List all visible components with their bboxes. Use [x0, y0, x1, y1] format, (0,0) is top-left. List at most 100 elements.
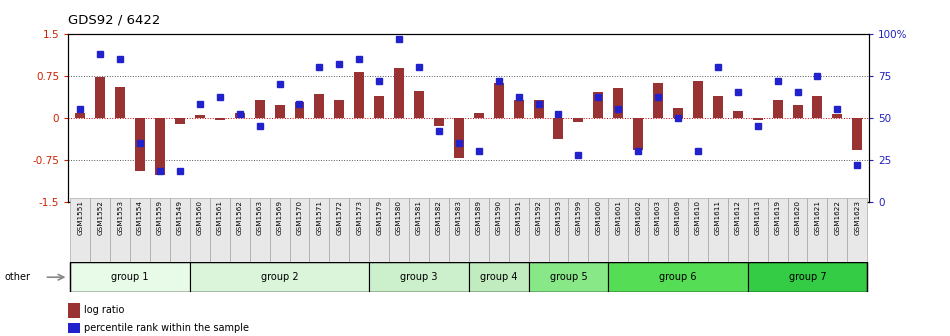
Bar	[155, 118, 165, 175]
Text: GSM1611: GSM1611	[714, 200, 721, 235]
Text: GSM1599: GSM1599	[576, 200, 581, 235]
Bar	[614, 88, 623, 118]
Text: GDS92 / 6422: GDS92 / 6422	[68, 13, 161, 27]
Bar	[75, 113, 86, 118]
Bar	[70, 262, 190, 292]
Bar	[788, 198, 808, 262]
Text: GSM1601: GSM1601	[616, 200, 621, 235]
Text: GSM1552: GSM1552	[97, 200, 104, 235]
Bar	[449, 198, 468, 262]
Bar	[230, 198, 250, 262]
Bar	[255, 100, 265, 118]
Text: GSM1573: GSM1573	[356, 200, 362, 235]
Text: GSM1569: GSM1569	[276, 200, 282, 235]
Bar	[354, 72, 364, 118]
Bar	[748, 262, 867, 292]
Bar	[827, 198, 847, 262]
Text: group 4: group 4	[480, 272, 518, 282]
Bar	[95, 77, 105, 118]
Text: GSM1623: GSM1623	[854, 200, 861, 235]
Text: GSM1579: GSM1579	[376, 200, 382, 235]
Text: GSM1572: GSM1572	[336, 200, 342, 235]
Bar	[454, 118, 464, 158]
Bar	[568, 198, 588, 262]
Bar	[135, 118, 145, 171]
Bar	[812, 96, 823, 118]
Bar	[588, 198, 608, 262]
Bar	[170, 198, 190, 262]
Bar	[334, 100, 344, 118]
Bar	[708, 198, 728, 262]
Bar	[528, 198, 548, 262]
Text: GSM1563: GSM1563	[256, 200, 262, 235]
Text: GSM1603: GSM1603	[656, 200, 661, 235]
Bar	[330, 198, 350, 262]
Bar	[429, 198, 449, 262]
Bar	[494, 83, 504, 118]
Bar	[594, 92, 603, 118]
Text: GSM1612: GSM1612	[734, 200, 741, 235]
Bar	[250, 198, 270, 262]
Bar	[130, 198, 150, 262]
Bar	[275, 105, 285, 118]
Bar	[370, 198, 390, 262]
Text: GSM1553: GSM1553	[117, 200, 124, 235]
Bar	[190, 262, 370, 292]
Bar	[290, 198, 310, 262]
Bar	[688, 198, 708, 262]
Bar	[469, 262, 528, 292]
Bar	[808, 198, 827, 262]
Bar	[175, 118, 185, 124]
Bar	[528, 262, 608, 292]
Bar	[748, 198, 768, 262]
Text: GSM1592: GSM1592	[536, 200, 542, 235]
Bar	[574, 118, 583, 122]
Text: GSM1622: GSM1622	[834, 200, 841, 235]
Text: GSM1600: GSM1600	[596, 200, 601, 235]
Bar	[668, 198, 688, 262]
Bar	[732, 111, 743, 118]
Text: group 1: group 1	[111, 272, 149, 282]
Bar	[608, 262, 748, 292]
Text: group 2: group 2	[260, 272, 298, 282]
Bar	[414, 91, 424, 118]
Bar	[508, 198, 528, 262]
Text: GSM1619: GSM1619	[774, 200, 781, 235]
Text: other: other	[5, 272, 30, 282]
Bar	[270, 198, 290, 262]
Text: GSM1609: GSM1609	[675, 200, 681, 235]
Bar	[215, 118, 225, 120]
Text: GSM1589: GSM1589	[476, 200, 482, 235]
Text: GSM1582: GSM1582	[436, 200, 442, 235]
Text: GSM1581: GSM1581	[416, 200, 422, 235]
Text: GSM1621: GSM1621	[814, 200, 821, 235]
Text: GSM1590: GSM1590	[496, 200, 502, 235]
Bar	[390, 198, 409, 262]
Text: GSM1580: GSM1580	[396, 200, 402, 235]
Bar	[434, 118, 444, 126]
Bar	[294, 102, 304, 118]
Text: GSM1562: GSM1562	[237, 200, 243, 235]
Text: percentile rank within the sample: percentile rank within the sample	[84, 323, 249, 333]
Bar	[469, 198, 488, 262]
Bar	[488, 198, 508, 262]
Text: GSM1559: GSM1559	[157, 200, 163, 235]
Bar	[768, 198, 788, 262]
Bar	[792, 105, 803, 118]
Text: GSM1560: GSM1560	[197, 200, 203, 235]
Text: GSM1570: GSM1570	[296, 200, 302, 235]
Bar	[210, 198, 230, 262]
Bar	[409, 198, 429, 262]
Text: GSM1571: GSM1571	[316, 200, 322, 235]
Bar	[70, 198, 90, 262]
Bar	[374, 96, 384, 118]
Bar	[314, 94, 324, 118]
Bar	[752, 118, 763, 120]
Bar	[514, 100, 523, 118]
Text: GSM1554: GSM1554	[137, 200, 143, 235]
Bar	[772, 100, 783, 118]
Bar	[90, 198, 110, 262]
Bar	[115, 87, 125, 118]
Text: GSM1620: GSM1620	[794, 200, 801, 235]
Text: group 7: group 7	[788, 272, 826, 282]
